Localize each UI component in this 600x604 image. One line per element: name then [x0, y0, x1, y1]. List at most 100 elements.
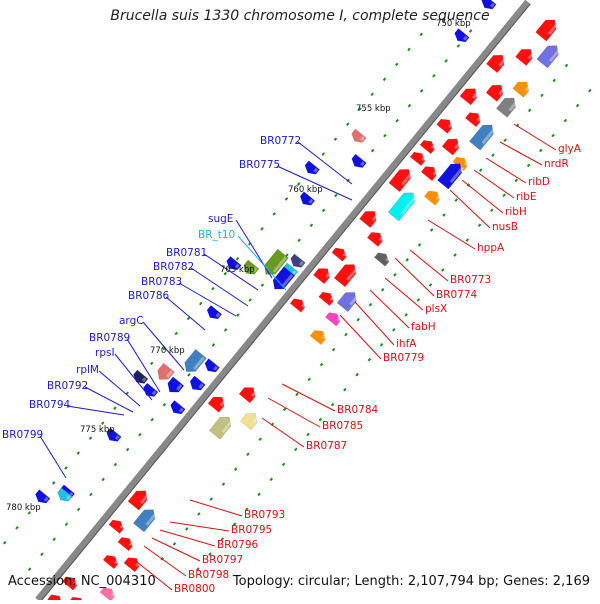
gene-highlight: [498, 57, 507, 67]
left-label[interactable]: BR0799: [2, 429, 43, 441]
right-label[interactable]: hppA: [477, 242, 505, 254]
right-label[interactable]: BR0795: [231, 524, 272, 536]
gene-highlight: [65, 494, 71, 500]
leader-line: [98, 370, 141, 407]
tick-dot: [257, 492, 261, 497]
gene-arrow: [264, 248, 289, 275]
tick-dot: [465, 238, 470, 242]
gene-feature: [359, 210, 379, 228]
tick-dot: [269, 477, 274, 482]
gene-arrow: [495, 97, 516, 118]
right-label[interactable]: nusB: [492, 221, 518, 233]
gene-arrow: [486, 54, 505, 74]
gene-feature: [117, 537, 134, 552]
right-label[interactable]: ribE: [516, 191, 537, 203]
tick-dot: [40, 552, 44, 557]
tick-dot: [223, 271, 227, 276]
left-label[interactable]: BR0786: [128, 290, 170, 302]
gene-arrow: [108, 519, 124, 534]
left-label[interactable]: rpsI: [95, 347, 115, 359]
leader-line: [159, 529, 216, 547]
gene-arrow: [132, 509, 156, 533]
gene-feature: [208, 416, 234, 440]
tick-dot: [392, 328, 396, 332]
tick-dot: [306, 432, 310, 437]
tick-dot: [356, 317, 360, 322]
right-label[interactable]: glyA: [558, 143, 582, 155]
left-label[interactable]: BR0794: [29, 399, 71, 411]
left-label[interactable]: argC: [119, 315, 144, 327]
tick-dot: [76, 451, 80, 455]
right-label[interactable]: BR0800: [174, 583, 215, 595]
gene-feature: [99, 587, 116, 602]
gene-arrow: [272, 266, 296, 290]
right-label[interactable]: plsX: [425, 303, 447, 315]
left-label[interactable]: BR0781: [166, 247, 207, 259]
right-label[interactable]: ihfA: [396, 338, 417, 350]
right-label[interactable]: BR0793: [244, 509, 285, 521]
right-label[interactable]: BR0785: [322, 420, 363, 432]
left-label[interactable]: BR0775: [239, 159, 280, 171]
tick-dot: [407, 47, 411, 52]
gene-highlight: [508, 100, 519, 112]
gene-feature: [170, 400, 186, 415]
right-label[interactable]: BR0798: [188, 569, 229, 581]
tick-dot: [307, 377, 311, 382]
right-label[interactable]: BR0779: [383, 352, 424, 364]
right-label[interactable]: BR0796: [217, 539, 259, 551]
tick-dot: [527, 108, 532, 113]
gene-arrow: [454, 28, 470, 43]
left-label[interactable]: BR0782: [153, 261, 194, 273]
right-label[interactable]: BR0773: [450, 274, 491, 286]
gene-arrow: [313, 268, 330, 285]
gene-highlight: [342, 251, 348, 257]
right-label[interactable]: ribH: [505, 206, 527, 218]
right-label[interactable]: BR0774: [436, 289, 478, 301]
left-label[interactable]: BR0789: [89, 332, 130, 344]
gene-highlight: [463, 35, 468, 41]
left-label[interactable]: BR0792: [47, 380, 88, 392]
tick-dot: [233, 467, 238, 471]
gene-feature: [35, 489, 51, 504]
gene-arrow: [373, 252, 390, 267]
gene-feature: [239, 413, 260, 431]
gene-arrow: [515, 48, 533, 66]
tick-dots-layer: [3, 29, 592, 571]
gene-labels-layer: BR0772 BR0775 sugE BR_t10 BR0781 BR0782 BR0783…: [2, 135, 582, 595]
tick-dot: [478, 168, 483, 172]
leader-line: [235, 219, 273, 279]
left-label[interactable]: sugE: [208, 213, 233, 225]
gene-feature: [289, 298, 306, 313]
gene-highlight: [252, 267, 258, 273]
right-label[interactable]: BR0797: [202, 554, 243, 566]
left-label[interactable]: BR_t10: [198, 229, 235, 241]
right-label[interactable]: BR0787: [306, 440, 347, 452]
leader-line: [126, 338, 161, 393]
gene-highlight: [435, 194, 442, 201]
left-label[interactable]: rplM: [76, 364, 99, 376]
gene-arrow: [318, 291, 334, 307]
leader-line: [261, 417, 305, 448]
tick-dot: [441, 268, 445, 272]
right-label[interactable]: BR0784: [337, 404, 379, 416]
right-label[interactable]: ribD: [528, 176, 550, 188]
right-label[interactable]: fabH: [411, 321, 436, 333]
right-label[interactable]: nrdR: [544, 158, 569, 170]
gene-highlight: [221, 419, 234, 434]
gene-highlight: [73, 580, 79, 586]
left-label[interactable]: BR0783: [141, 276, 182, 288]
gene-feature: [127, 490, 150, 511]
gene-highlight: [463, 161, 469, 167]
gene-feature: [264, 248, 289, 275]
tick-dot: [221, 482, 226, 486]
gene-highlight: [308, 198, 314, 204]
left-label[interactable]: BR0772: [260, 135, 301, 147]
gene-highlight: [432, 169, 438, 176]
gene-highlight: [219, 399, 227, 407]
leader-line: [39, 435, 67, 479]
tick-dot: [321, 208, 326, 213]
gene-highlight: [213, 365, 219, 371]
gene-arrow: [189, 375, 206, 391]
